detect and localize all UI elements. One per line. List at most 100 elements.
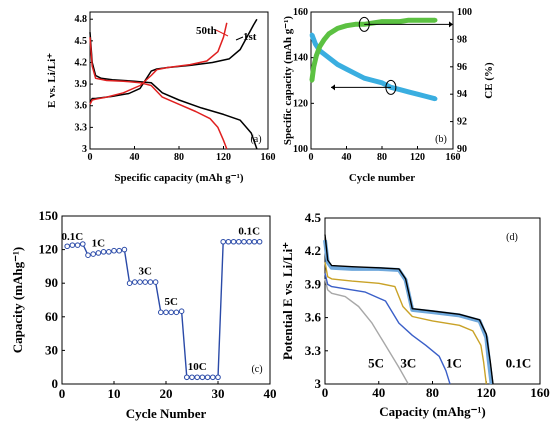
data-point xyxy=(230,238,237,245)
data-point-capacity xyxy=(335,62,340,67)
y-axis-label: E vs. Li/Li⁺ xyxy=(46,53,58,108)
x-tick-label: 0 xyxy=(59,386,66,401)
data-point xyxy=(152,279,159,285)
rate-label: 0.1C xyxy=(238,225,260,237)
data-point xyxy=(85,252,91,258)
series-line xyxy=(89,37,228,150)
data-point xyxy=(204,374,211,381)
x-axis-label: Capacity (mAhg⁻¹) xyxy=(379,404,485,419)
data-point-capacity xyxy=(362,76,367,81)
data-point xyxy=(64,243,70,250)
y-tick-label: 3.3 xyxy=(75,122,88,133)
y2-tick-label: 100 xyxy=(457,7,472,18)
y-tick-label: 160 xyxy=(293,7,308,18)
series-line xyxy=(89,18,258,103)
y2-tick-label: 94 xyxy=(457,89,467,100)
y2-tick-label: 96 xyxy=(457,62,467,73)
data-point xyxy=(80,241,86,247)
data-point xyxy=(194,374,200,381)
y2-tick-label: 90 xyxy=(457,144,467,155)
data-point xyxy=(199,374,206,381)
data-point-capacity xyxy=(424,94,429,99)
data-point-capacity xyxy=(353,71,358,76)
data-point xyxy=(132,279,138,285)
data-point-ce xyxy=(424,18,429,23)
series-line xyxy=(67,241,260,378)
x-tick-label: 80 xyxy=(377,152,387,163)
data-point xyxy=(178,308,185,315)
data-point xyxy=(256,238,263,245)
x-tick-label: 120 xyxy=(410,152,425,163)
data-point-ce xyxy=(335,26,340,31)
curve-label: 1C xyxy=(446,355,462,370)
data-point xyxy=(116,247,122,254)
data-point-capacity xyxy=(379,80,385,85)
y-tick-label: 60 xyxy=(45,309,58,324)
data-point xyxy=(121,246,128,253)
data-point xyxy=(168,309,174,316)
y-tick-label: 90 xyxy=(45,275,58,290)
x-tick-label: 80 xyxy=(174,152,184,163)
panel-label: (c) xyxy=(251,364,262,375)
data-point xyxy=(95,250,102,256)
y-tick-label: 3.9 xyxy=(75,79,88,90)
x-tick-label: 160 xyxy=(446,152,461,163)
data-point xyxy=(225,238,232,245)
annotation-50th: 50th xyxy=(196,25,217,37)
panel-label: (b) xyxy=(435,134,447,145)
y-tick-label: 4.5 xyxy=(305,210,322,225)
x-tick-label: 80 xyxy=(426,385,439,400)
data-point-capacity xyxy=(370,78,376,83)
y2-tick-label: 98 xyxy=(457,34,467,45)
y-tick-label: 140 xyxy=(293,53,308,64)
y-axis-label: Specific capacity (mAh g⁻¹) xyxy=(282,16,294,146)
x-tick-label: 30 xyxy=(212,386,225,401)
x-tick-label: 20 xyxy=(160,386,173,401)
data-point-ce xyxy=(406,18,411,23)
y-tick-label: 30 xyxy=(45,342,58,357)
series-capacity-band xyxy=(309,33,436,102)
series-line xyxy=(324,234,494,385)
x-tick-label: 40 xyxy=(372,385,385,400)
capacity-arrowhead xyxy=(331,84,335,91)
y-tick-label: 3.9 xyxy=(305,276,322,291)
data-point xyxy=(163,309,169,316)
data-point xyxy=(210,374,216,381)
curve-label: 3C xyxy=(400,355,416,370)
data-point xyxy=(142,279,148,285)
y-tick-label: 3.3 xyxy=(305,343,322,358)
data-point xyxy=(215,374,221,381)
panel-label: (a) xyxy=(250,134,261,145)
ce-arrowhead xyxy=(449,21,453,28)
curve-label: 5C xyxy=(368,355,384,370)
x-tick-label: 40 xyxy=(342,152,352,163)
data-point-ce xyxy=(311,64,316,70)
x-tick-label: 0 xyxy=(322,385,329,400)
y2-tick-label: 92 xyxy=(457,117,467,128)
annotation-1st: 1st xyxy=(243,31,257,43)
data-point xyxy=(126,280,133,287)
y-tick-label: 4.8 xyxy=(75,14,88,25)
y2-axis-label: CE (%) xyxy=(483,62,495,99)
data-point-capacity xyxy=(309,32,315,38)
y-tick-label: 120 xyxy=(293,98,308,109)
series-line xyxy=(324,262,487,385)
data-point-ce xyxy=(344,23,349,28)
x-tick-label: 10 xyxy=(108,386,121,401)
data-point xyxy=(184,374,190,381)
data-point-capacity xyxy=(415,92,420,97)
rate-label: 10C xyxy=(188,361,207,373)
data-point-capacity xyxy=(406,89,411,95)
y-tick-label: 3 xyxy=(82,144,87,155)
data-point xyxy=(111,247,117,254)
data-point xyxy=(147,279,154,285)
y-axis-label: Potential E vs. Li/Li⁺ xyxy=(280,242,295,360)
data-point xyxy=(158,309,164,316)
data-point-capacity xyxy=(313,41,318,47)
y-tick-label: 150 xyxy=(39,208,59,223)
data-point xyxy=(69,242,76,248)
x-axis-label: Specific capacity (mAh g⁻¹) xyxy=(114,172,244,184)
series-line xyxy=(324,278,409,385)
x-tick-label: 160 xyxy=(530,385,550,400)
